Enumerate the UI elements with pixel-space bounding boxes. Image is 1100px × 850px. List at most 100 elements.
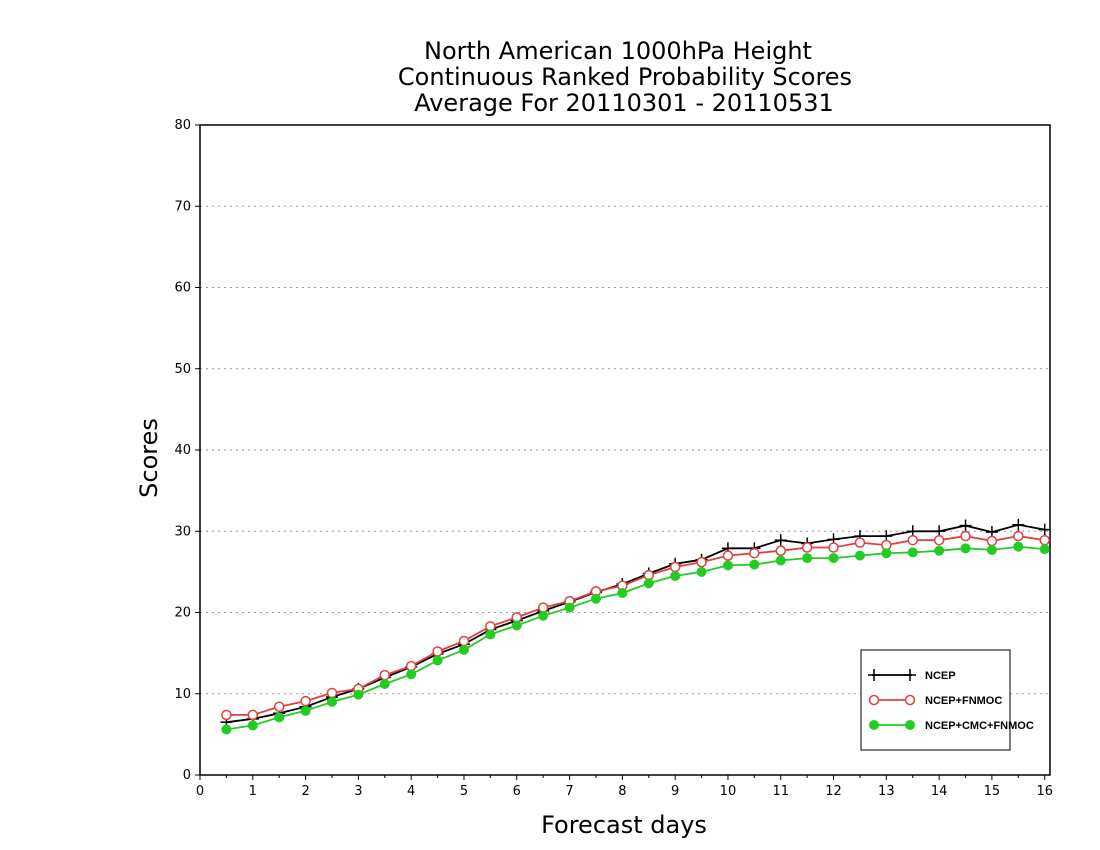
- data-point-2-6: [379, 679, 390, 689]
- data-point-1-4: [326, 687, 338, 699]
- x-tick-label-7: 7: [565, 784, 573, 799]
- y-tick-label-80: 80: [174, 118, 191, 133]
- x-tick-label-9: 9: [671, 784, 679, 799]
- data-point-0-28: [959, 519, 972, 532]
- x-tick-label-3: 3: [354, 784, 362, 799]
- x-tick-label-6: 6: [513, 784, 521, 799]
- y-axis-label: Scores: [135, 418, 163, 498]
- data-point-1-6: [379, 669, 391, 681]
- data-point-2-11: [511, 620, 522, 631]
- title-line-1: North American 1000hPa Height: [424, 37, 812, 65]
- data-point-1-9: [458, 635, 470, 647]
- series-lines: [220, 518, 1051, 735]
- gridlines: [200, 205, 1050, 695]
- data-point-1-17: [669, 561, 681, 573]
- data-point-0-31: [1038, 523, 1051, 536]
- y-tick-label-0: 0: [183, 768, 191, 783]
- x-tick-label-0: 0: [196, 784, 204, 799]
- legend-marker-right: [904, 669, 916, 681]
- data-point-1-30: [1013, 530, 1024, 542]
- y-tick-label-50: 50: [174, 362, 191, 377]
- data-point-1-20: [749, 547, 760, 559]
- data-point-1-21: [775, 545, 786, 556]
- data-point-1-28: [960, 530, 971, 542]
- series-2: [221, 541, 1050, 735]
- legend-label-1: NCEP+FNMOC: [925, 695, 1002, 707]
- legend-entry-1: NCEP+FNMOC: [868, 694, 1002, 707]
- x-tick-label-4: 4: [407, 784, 415, 799]
- data-point-1-8: [432, 646, 443, 657]
- x-tick-label-16: 16: [1036, 784, 1053, 799]
- data-point-1-29: [986, 535, 998, 547]
- legend-label-2: NCEP+CMC+FNMOC: [925, 720, 1034, 732]
- data-point-1-0: [221, 709, 232, 721]
- x-tick-label-8: 8: [618, 784, 626, 799]
- data-point-2-1: [247, 720, 258, 731]
- x-tick-label-5: 5: [460, 784, 468, 799]
- data-point-2-22: [802, 553, 813, 564]
- y-tick-label-10: 10: [174, 687, 191, 702]
- x-tick-label-14: 14: [931, 784, 948, 799]
- title-line-3: Average For 20110301 - 20110531: [414, 89, 834, 117]
- data-point-2-2: [274, 712, 285, 723]
- legend: NCEP NCEP+FNMOC NCEP+CMC+FNMOC: [860, 649, 1034, 751]
- data-point-2-25: [881, 548, 892, 559]
- data-point-2-27: [934, 545, 945, 556]
- y-tick-label-40: 40: [174, 443, 191, 458]
- data-point-1-19: [722, 550, 734, 561]
- legend-marker-left: [868, 669, 880, 681]
- data-point-2-3: [300, 705, 311, 716]
- data-point-2-8: [432, 655, 443, 666]
- data-point-2-0: [221, 724, 232, 735]
- data-point-1-24: [854, 537, 866, 548]
- data-point-2-17: [670, 570, 681, 581]
- data-point-2-31: [1039, 544, 1050, 555]
- legend-marker-right: [905, 720, 915, 730]
- data-point-1-3: [300, 695, 311, 707]
- data-point-2-15: [617, 588, 628, 598]
- data-point-2-24: [854, 550, 865, 561]
- chart-title: North American 1000hPa Height Continuous…: [398, 37, 852, 117]
- x-tick-label-13: 13: [878, 784, 895, 799]
- legend-marker-right: [904, 694, 916, 706]
- legend-marker-left: [869, 720, 879, 730]
- data-point-2-19: [722, 560, 733, 571]
- data-point-2-16: [643, 578, 654, 589]
- data-point-2-20: [749, 559, 760, 570]
- data-point-1-31: [1039, 534, 1050, 546]
- data-point-2-13: [564, 602, 575, 613]
- y-tick-label-30: 30: [174, 524, 191, 539]
- data-point-2-29: [986, 544, 997, 555]
- data-point-1-26: [907, 534, 918, 546]
- series-1: [221, 530, 1050, 721]
- data-point-0-30: [1012, 518, 1025, 531]
- x-tick-label-1: 1: [249, 784, 257, 799]
- x-tick-label-15: 15: [984, 784, 1001, 799]
- data-point-0-21: [774, 534, 787, 547]
- data-point-1-2: [273, 701, 285, 712]
- data-point-2-4: [326, 696, 337, 707]
- legend-label-0: NCEP: [925, 670, 956, 682]
- data-point-2-14: [590, 593, 601, 604]
- data-point-2-23: [828, 553, 839, 564]
- data-point-1-22: [801, 542, 813, 553]
- legend-marker-left: [868, 694, 880, 706]
- legend-entry-2: NCEP+CMC+FNMOC: [869, 720, 1034, 732]
- data-point-2-5: [353, 689, 364, 700]
- data-point-1-18: [696, 556, 707, 568]
- data-point-2-21: [775, 555, 786, 566]
- data-point-2-18: [696, 566, 707, 577]
- data-point-2-10: [485, 629, 496, 640]
- data-point-1-1: [247, 709, 259, 721]
- data-point-1-23: [828, 542, 839, 553]
- x-tick-label-2: 2: [301, 784, 309, 799]
- data-point-2-30: [1013, 541, 1024, 552]
- title-line-2: Continuous Ranked Probability Scores: [398, 63, 852, 91]
- data-point-2-7: [406, 669, 417, 680]
- x-tick-label-10: 10: [720, 784, 737, 799]
- data-point-2-26: [907, 547, 918, 558]
- y-tick-label-60: 60: [174, 281, 191, 296]
- x-axis-label: Forecast days: [541, 811, 707, 839]
- y-tick-label-70: 70: [174, 199, 191, 214]
